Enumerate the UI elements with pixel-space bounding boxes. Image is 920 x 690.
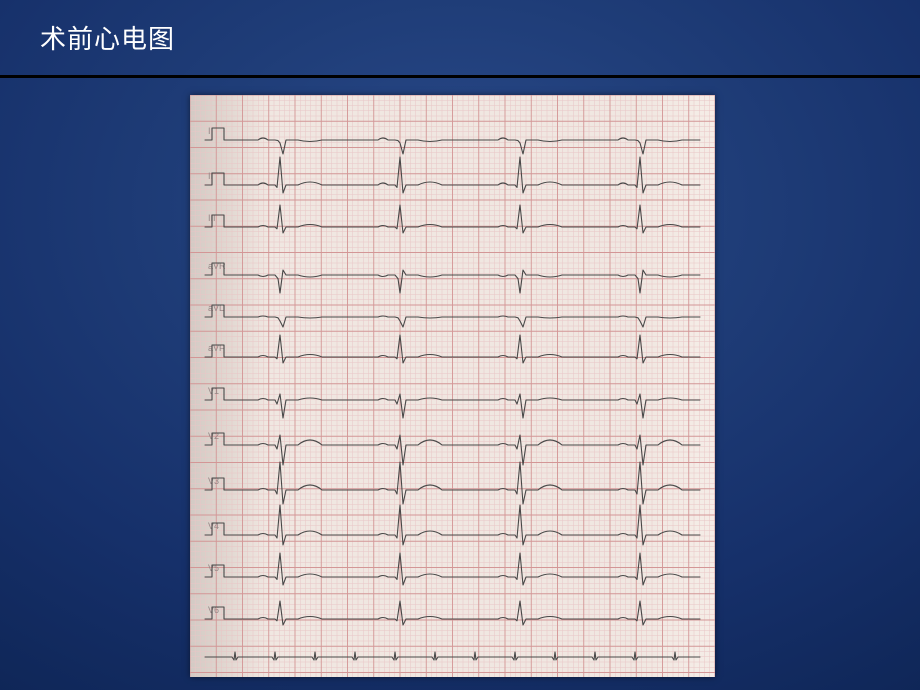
slide-title: 术前心电图 xyxy=(40,19,175,56)
ecg-svg: IIIIIIaVRaVLaVFV1V2V3V4V5V6 xyxy=(190,95,715,677)
slide: 术前心电图 IIIIIIaVRaVLaVFV1V2V3V4V5V6 xyxy=(0,0,920,690)
ecg-image: IIIIIIaVRaVLaVFV1V2V3V4V5V6 xyxy=(190,95,715,677)
title-bar: 术前心电图 xyxy=(0,0,920,78)
